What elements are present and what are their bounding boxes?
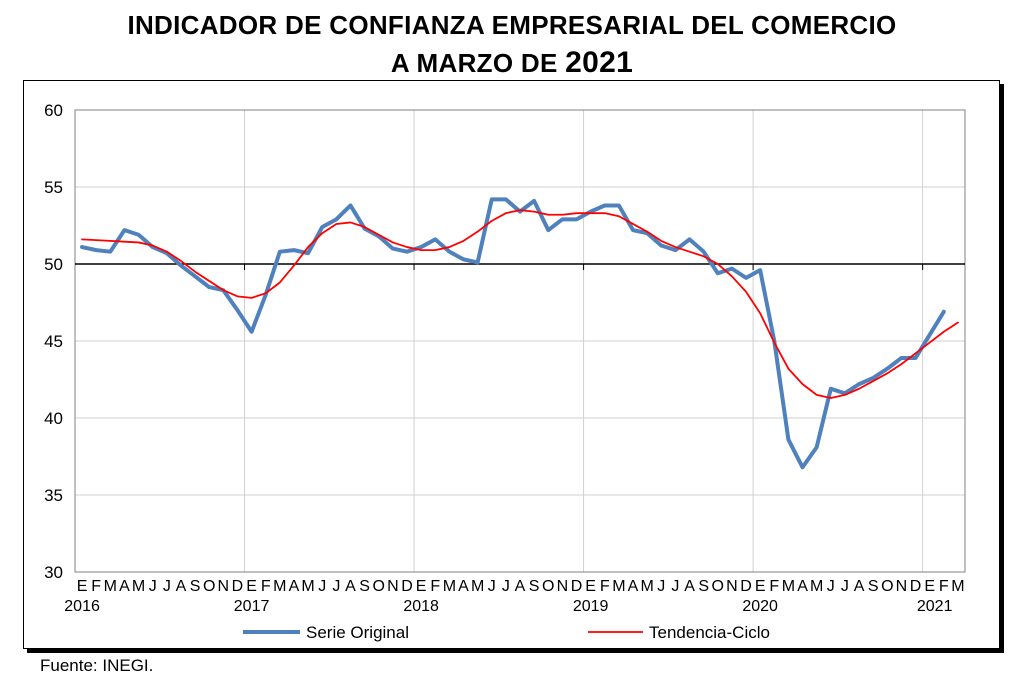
x-tick-label-month: D bbox=[571, 578, 583, 595]
x-tick-label-month: O bbox=[881, 578, 893, 595]
chart-title-prefix: A MARZO DE bbox=[390, 48, 558, 78]
x-tick-label-year-2019: 2019 bbox=[573, 598, 609, 615]
x-tick-label-month: M bbox=[612, 578, 625, 595]
x-tick-label-month: M bbox=[443, 578, 456, 595]
x-tick-label-month: M bbox=[273, 578, 286, 595]
x-tick-label-month: E bbox=[416, 578, 427, 595]
chart-frame bbox=[23, 80, 1000, 649]
x-tick-label-month: S bbox=[190, 578, 201, 595]
y-tick-label-40: 40 bbox=[44, 409, 63, 428]
y-tick-label-60: 60 bbox=[44, 101, 63, 120]
x-tick-label-month: M bbox=[782, 578, 795, 595]
x-tick-label-month: E bbox=[246, 578, 257, 595]
x-tick-label-month: A bbox=[797, 578, 808, 595]
y-tick-label-35: 35 bbox=[44, 486, 63, 505]
x-tick-label-month: A bbox=[345, 578, 356, 595]
source-note: Fuente: INEGI. bbox=[40, 656, 154, 675]
chart-title-year: 2021 bbox=[565, 46, 634, 79]
x-tick-label-month: E bbox=[77, 578, 88, 595]
x-tick-label-month: N bbox=[557, 578, 569, 595]
x-tick-label-month: S bbox=[698, 578, 709, 595]
x-tick-label-month: J bbox=[671, 578, 679, 595]
x-tick-label-month: E bbox=[585, 578, 596, 595]
x-tick-label-month: D bbox=[232, 578, 244, 595]
x-tick-label-month: J bbox=[657, 578, 665, 595]
x-tick-label-month: D bbox=[740, 578, 752, 595]
plot-area-border bbox=[74, 109, 966, 573]
series-line-serie-original bbox=[80, 197, 946, 470]
x-tick-label-month: J bbox=[841, 578, 849, 595]
x-tick-label-month: J bbox=[149, 578, 157, 595]
x-tick-label-month: A bbox=[628, 578, 639, 595]
x-tick-label-month: O bbox=[542, 578, 554, 595]
chart-title-line2: A MARZO DE 2021 bbox=[0, 46, 1024, 80]
x-tick-label-month: M bbox=[132, 578, 145, 595]
x-tick-label-month: S bbox=[359, 578, 370, 595]
x-tick-label-month: E bbox=[924, 578, 935, 595]
y-tick-label-30: 30 bbox=[44, 563, 63, 582]
x-tick-label-month: F bbox=[600, 578, 610, 595]
series-line-tendencia-ciclo bbox=[81, 209, 959, 399]
x-tick-label-month: S bbox=[529, 578, 540, 595]
x-tick-label-month: A bbox=[515, 578, 526, 595]
x-tick-label-month: A bbox=[854, 578, 865, 595]
x-tick-label-month: N bbox=[387, 578, 399, 595]
x-tick-label-month: F bbox=[430, 578, 440, 595]
legend-label-tendencia-ciclo: Tendencia-Ciclo bbox=[649, 623, 770, 642]
x-tick-label-month: D bbox=[910, 578, 922, 595]
x-tick-label-month: F bbox=[769, 578, 779, 595]
x-tick-label-year-2018: 2018 bbox=[403, 598, 439, 615]
x-tick-label-month: A bbox=[289, 578, 300, 595]
x-tick-label-month: D bbox=[401, 578, 413, 595]
y-tick-label-50: 50 bbox=[44, 255, 63, 274]
x-tick-label-month: J bbox=[827, 578, 835, 595]
chart-title-line1: INDICADOR DE CONFIANZA EMPRESARIAL DEL C… bbox=[127, 10, 897, 40]
x-tick-label-year-2020: 2020 bbox=[742, 598, 778, 615]
x-tick-label-month: A bbox=[458, 578, 469, 595]
x-tick-label-month: M bbox=[810, 578, 823, 595]
x-tick-label-year-2021: 2021 bbox=[917, 598, 953, 615]
legend-label-serie-original: Serie Original bbox=[306, 623, 409, 642]
x-tick-label-month: M bbox=[640, 578, 653, 595]
x-tick-label-month: O bbox=[203, 578, 215, 595]
x-tick-label-month: J bbox=[488, 578, 496, 595]
x-tick-label-month: M bbox=[951, 578, 964, 595]
x-tick-label-month: O bbox=[712, 578, 724, 595]
x-tick-label-month: N bbox=[726, 578, 738, 595]
x-tick-label-month: J bbox=[502, 578, 510, 595]
x-tick-label-month: J bbox=[318, 578, 326, 595]
x-tick-label-month: J bbox=[163, 578, 171, 595]
x-tick-label-month: M bbox=[301, 578, 314, 595]
x-tick-label-month: F bbox=[939, 578, 949, 595]
x-tick-label-year-2017: 2017 bbox=[234, 598, 270, 615]
x-tick-label-month: O bbox=[373, 578, 385, 595]
x-tick-label-month: A bbox=[684, 578, 695, 595]
x-tick-label-month: M bbox=[104, 578, 117, 595]
x-tick-label-month: A bbox=[176, 578, 187, 595]
x-tick-label-month: J bbox=[332, 578, 340, 595]
x-tick-label-month: N bbox=[218, 578, 230, 595]
x-tick-label-year-2016: 2016 bbox=[64, 598, 100, 615]
x-tick-label-month: A bbox=[119, 578, 130, 595]
x-tick-label-month: E bbox=[755, 578, 766, 595]
y-tick-label-55: 55 bbox=[44, 178, 63, 197]
x-tick-label-month: N bbox=[896, 578, 908, 595]
x-tick-label-month: M bbox=[471, 578, 484, 595]
x-tick-label-month: F bbox=[261, 578, 271, 595]
x-tick-label-month: S bbox=[868, 578, 879, 595]
y-tick-label-45: 45 bbox=[44, 332, 63, 351]
x-tick-label-month: F bbox=[91, 578, 101, 595]
